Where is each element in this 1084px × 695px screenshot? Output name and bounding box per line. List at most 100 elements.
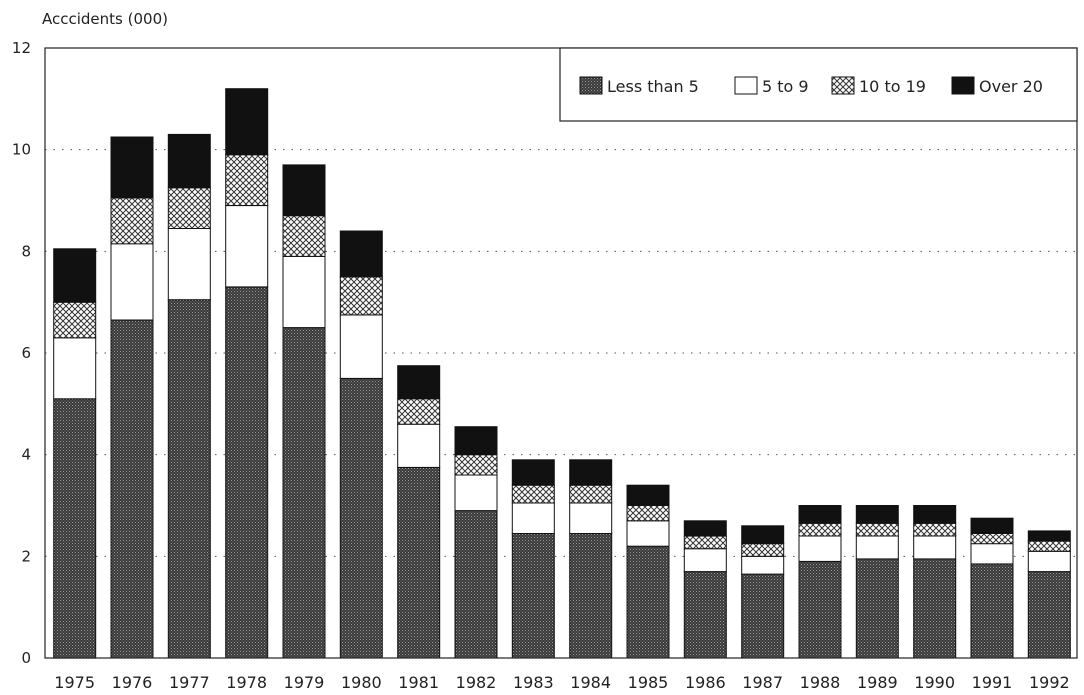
legend-swatch (951, 76, 975, 95)
y-tick-label: 0 (21, 649, 31, 667)
bar-segment (798, 522, 842, 537)
bar-segment (626, 505, 670, 522)
x-tick-label: 1976 (112, 673, 153, 692)
bar-segment (53, 248, 97, 303)
bar-segment (741, 573, 785, 659)
bar-segment (110, 243, 154, 321)
x-tick-label: 1983 (513, 673, 554, 692)
legend-swatch (734, 76, 758, 95)
bar-segment (569, 502, 613, 534)
bar-segment (683, 571, 727, 659)
bar-segment (798, 535, 842, 562)
y-tick-label: 4 (21, 446, 31, 464)
bar-segment (741, 555, 785, 575)
legend: Less than 5 5 to 9 10 to 19 Over 20 (559, 47, 1078, 122)
bar-segment (913, 522, 957, 537)
bar-segment (511, 533, 555, 659)
legend-box (559, 47, 1078, 122)
bar-segment (53, 301, 97, 339)
bar-segment (225, 286, 269, 659)
y-tick-label: 10 (12, 141, 31, 159)
bar-segment (339, 314, 383, 379)
bar-segment (569, 459, 613, 486)
y-tick-label: 2 (21, 547, 31, 565)
x-tick-label: 1987 (742, 673, 783, 692)
legend-swatch (831, 76, 855, 95)
bar-segment (1027, 550, 1071, 573)
bar-segment (1027, 530, 1071, 542)
bar-segment (913, 505, 957, 524)
legend-swatch (579, 76, 603, 95)
legend-label: 10 to 19 (859, 77, 926, 96)
bar-segment (855, 558, 899, 659)
bar-segment (511, 459, 555, 486)
x-tick-label: 1980 (341, 673, 382, 692)
x-tick-label: 1992 (1029, 673, 1070, 692)
bar-segment (339, 230, 383, 278)
y-tick-label: 8 (21, 242, 31, 260)
bar-segment (683, 520, 727, 537)
x-tick-label: 1975 (54, 673, 95, 692)
x-tick-label: 1982 (456, 673, 497, 692)
bar-segment (167, 299, 211, 659)
bar-segment (110, 319, 154, 659)
bar-segment (970, 533, 1014, 545)
y-tick-label: 12 (12, 39, 31, 57)
bar-segment (798, 505, 842, 524)
x-tick-label: 1984 (570, 673, 611, 692)
x-axis-ticks: 1975 1976 1977 1978 1979 1980 1981 1982 1983 1984… (54, 673, 1069, 692)
legend-label: Less than 5 (607, 77, 699, 96)
x-tick-label: 1979 (284, 673, 325, 692)
x-tick-label: 1977 (169, 673, 210, 692)
x-tick-label: 1985 (628, 673, 669, 692)
y-axis-label: Acccidents (000) (42, 10, 168, 28)
legend-label: 5 to 9 (762, 77, 809, 96)
bar-segment (1027, 571, 1071, 659)
bar-segment (741, 525, 785, 545)
bar-segment (511, 502, 555, 534)
bar-segment (913, 535, 957, 560)
bar-segment (397, 466, 441, 659)
legend-label: Over 20 (979, 77, 1043, 96)
bar-segment (626, 520, 670, 547)
bar-segment (913, 558, 957, 659)
bar-segment (282, 215, 326, 257)
bar-segment (397, 398, 441, 425)
bar-segment (970, 563, 1014, 659)
bar-segment (225, 88, 269, 156)
bar-segment (741, 543, 785, 557)
y-axis-ticks: 0 2 4 6 8 10 12 (12, 39, 31, 667)
x-tick-label: 1988 (800, 673, 841, 692)
bar-segment (110, 197, 154, 245)
bar-segment (339, 377, 383, 659)
bar-segment (282, 164, 326, 217)
bar-segment (454, 454, 498, 476)
bar-segment (454, 426, 498, 456)
x-tick-label: 1989 (857, 673, 898, 692)
bar-segment (569, 533, 613, 659)
bar-segment (397, 365, 441, 400)
bar-segment (569, 484, 613, 504)
bar-segment (397, 423, 441, 468)
bar-segment (225, 154, 269, 206)
bar-segment (167, 228, 211, 301)
bar-segment (855, 505, 899, 524)
x-tick-label: 1981 (398, 673, 439, 692)
bar-segment (282, 255, 326, 329)
bar-segment (683, 535, 727, 550)
bar-segment (167, 187, 211, 230)
bars (53, 88, 1071, 659)
x-tick-label: 1978 (226, 673, 267, 692)
bar-segment (53, 398, 97, 659)
bar-segment (855, 522, 899, 537)
bar-segment (683, 548, 727, 573)
bar-segment (454, 474, 498, 512)
bar-segment (282, 327, 326, 659)
bar-segment (53, 337, 97, 400)
bar-segment (626, 484, 670, 507)
bar-segment (798, 560, 842, 659)
bar-segment (511, 484, 555, 504)
bar-segment (970, 517, 1014, 534)
bar-segment (454, 510, 498, 659)
